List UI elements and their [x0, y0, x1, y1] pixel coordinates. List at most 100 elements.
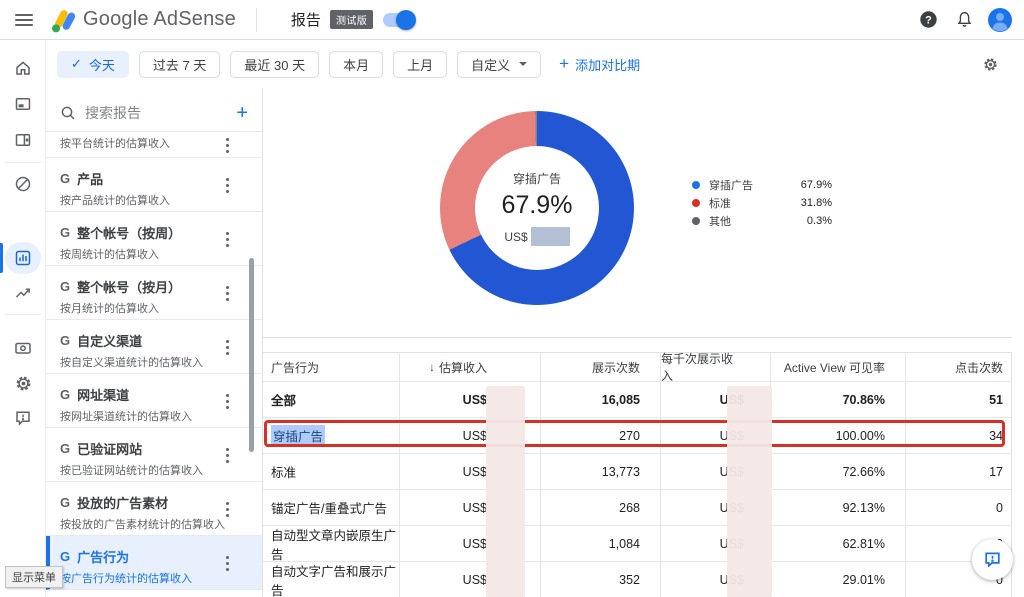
report-list-item-account-monthly[interactable]: G 整个帐号（按月） 按月统计的估算收入 — [46, 266, 262, 320]
kebab-menu-icon[interactable] — [224, 500, 231, 519]
ad-behavior-table: 广告行为 ↓ 估算收入 展示次数 每千次展示收入 Active View 可见率… — [263, 352, 1012, 597]
report-list-item-account-weekly[interactable]: G 整个帐号（按周） 按周统计的估算收入 — [46, 212, 262, 266]
report-list-item-verified-sites[interactable]: G 已验证网站 按已验证网站统计的估算收入 — [46, 428, 262, 482]
rail-home-button[interactable] — [5, 50, 41, 86]
page-title: 报告 — [290, 12, 321, 29]
legend-dot-interstitial — [692, 181, 700, 189]
selected-text: 穿插广告 — [271, 425, 326, 446]
legend-dot-standard — [692, 199, 700, 207]
table-row-interstitial[interactable]: 穿插广告 US$ 270 US$ 100.00% 34 — [263, 418, 1011, 454]
legend-dot-other — [692, 217, 700, 225]
redacted-earnings-column — [486, 386, 525, 597]
search-input[interactable] — [85, 105, 235, 121]
col-header-ad-behavior[interactable]: 广告行为 — [271, 360, 320, 375]
donut-center: 穿插广告 67.9% US$ — [475, 146, 599, 270]
check-icon: ✓ — [71, 56, 82, 71]
divider — [263, 337, 1012, 338]
rail-sites-button[interactable] — [5, 122, 41, 158]
report-settings-button[interactable] — [982, 56, 999, 73]
table-row-standard[interactable]: 标准 US$ 13,773 US$ 72.66% 17 — [263, 454, 1011, 490]
top-app-bar: Google AdSense 报告 测试版 ? — [0, 0, 1024, 40]
trending-up-icon — [15, 288, 30, 298]
bell-icon — [957, 12, 971, 27]
add-comparison-button[interactable]: + 添加对比期 — [559, 54, 641, 73]
rail-ads-button[interactable] — [5, 86, 41, 122]
report-list-item-url-channels[interactable]: G 网址渠道 按网址渠道统计的估算收入 — [46, 374, 262, 428]
sites-icon — [15, 134, 31, 147]
kebab-menu-icon[interactable] — [224, 176, 231, 195]
search-row: + — [46, 95, 262, 132]
kebab-menu-icon[interactable] — [224, 136, 231, 155]
rail-settings-button[interactable] — [5, 365, 41, 401]
rail-selected-indicator — [0, 243, 3, 273]
kebab-menu-icon[interactable] — [224, 338, 231, 357]
table-row-anchor-overlay[interactable]: 锚定广告/重叠式广告 US$ 268 US$ 92.13% 0 — [263, 490, 1011, 526]
help-icon: ? — [919, 11, 937, 28]
chart-legend: 穿插广告 67.9% 标准 31.8% 其他 0.3% — [692, 176, 832, 230]
kebab-menu-icon[interactable] — [224, 284, 231, 303]
sidebar-scrollbar[interactable] — [249, 258, 254, 452]
legend-item[interactable]: 标准 31.8% — [692, 194, 832, 212]
report-list-item-partial[interactable]: 按平台统计的估算收入 — [46, 132, 262, 158]
date-chip-today[interactable]: ✓ 今天 — [57, 50, 129, 78]
table-row-auto-in-article[interactable]: 自动型文章内嵌原生广告 US$ 1,084 US$ 62.81% 0 — [263, 526, 1011, 562]
show-menu-tooltip: 显示菜单 — [5, 566, 63, 588]
rail-feedback-button[interactable] — [5, 400, 41, 436]
adsense-logo[interactable]: Google AdSense — [50, 6, 236, 34]
rail-optimization-button[interactable] — [5, 275, 41, 311]
legend-item[interactable]: 其他 0.3% — [692, 212, 832, 230]
beta-toggle[interactable] — [383, 9, 417, 30]
report-list-item-ad-behavior[interactable]: G 广告行为 按广告行为统计的估算收入 — [46, 536, 262, 590]
notifications-button[interactable] — [950, 6, 978, 34]
table-row-total[interactable]: 全部 US$ 16,085 US$ 70.86% 51 — [263, 382, 1011, 418]
gear-icon — [984, 57, 997, 71]
legend-item[interactable]: 穿插广告 67.9% — [692, 176, 832, 194]
report-list-item-served-creatives[interactable]: G 投放的广告素材 按投放的广告素材统计的估算收入 — [46, 482, 262, 536]
help-button[interactable]: ? — [914, 6, 942, 34]
home-icon — [16, 61, 30, 75]
donut-currency-prefix: US$ — [504, 229, 528, 244]
col-header-impressions[interactable]: 展示次数 — [540, 353, 660, 381]
donut-chart[interactable]: 穿插广告 67.9% US$ — [440, 111, 634, 305]
add-report-button[interactable]: + — [236, 101, 248, 124]
sort-desc-icon: ↓ — [428, 360, 435, 374]
kebab-menu-icon[interactable] — [224, 446, 231, 465]
donut-center-value: 67.9% — [501, 191, 573, 219]
table-row-auto-text-display[interactable]: 自动文字广告和展示广告 US$ 352 US$ 29.01% 0 — [263, 562, 1011, 597]
account-avatar[interactable] — [986, 6, 1014, 34]
left-nav-rail — [0, 40, 46, 597]
kebab-menu-icon[interactable] — [224, 230, 231, 249]
feedback-icon — [985, 552, 1000, 568]
report-list-item-custom-channels[interactable]: G 自定义渠道 按自定义渠道统计的估算收入 — [46, 320, 262, 374]
col-header-clicks[interactable]: 点击次数 — [905, 353, 1011, 381]
rail-reports-button[interactable] — [5, 240, 41, 276]
redacted-amount — [530, 227, 570, 246]
date-chip-this-month[interactable]: 本月 — [329, 50, 384, 78]
date-chip-custom[interactable]: 自定义 — [457, 50, 542, 78]
col-header-rpm[interactable]: 每千次展示收入 — [660, 352, 770, 383]
reports-icon — [15, 250, 31, 266]
donut-center-label: 穿插广告 — [512, 172, 561, 186]
col-header-active-view[interactable]: Active View 可见率 — [770, 353, 905, 381]
col-header-estimated-earnings[interactable]: ↓ 估算收入 — [399, 353, 540, 381]
svg-text:?: ? — [925, 14, 932, 26]
search-icon — [61, 106, 75, 120]
kebab-menu-icon[interactable] — [224, 554, 231, 573]
beta-badge: 测试版 — [329, 10, 374, 29]
date-chip-last-30-days[interactable]: 最近 30 天 — [230, 50, 320, 78]
kebab-menu-icon[interactable] — [224, 392, 231, 411]
report-list-item-products[interactable]: G 产品 按产品统计的估算收入 — [46, 158, 262, 212]
rail-blocking-button[interactable] — [5, 166, 41, 202]
date-chip-last-7-days[interactable]: 过去 7 天 — [138, 50, 221, 78]
adsense-logo-icon — [52, 9, 76, 32]
chevron-down-icon — [519, 62, 528, 66]
rail-payments-button[interactable] — [5, 330, 41, 366]
hamburger-menu-icon[interactable] — [15, 13, 33, 26]
feedback-icon — [16, 411, 30, 426]
gear-icon — [16, 376, 30, 390]
redacted-rpm-column — [727, 386, 772, 597]
date-chip-last-month[interactable]: 上月 — [393, 50, 448, 78]
feedback-fab[interactable] — [972, 539, 1013, 580]
